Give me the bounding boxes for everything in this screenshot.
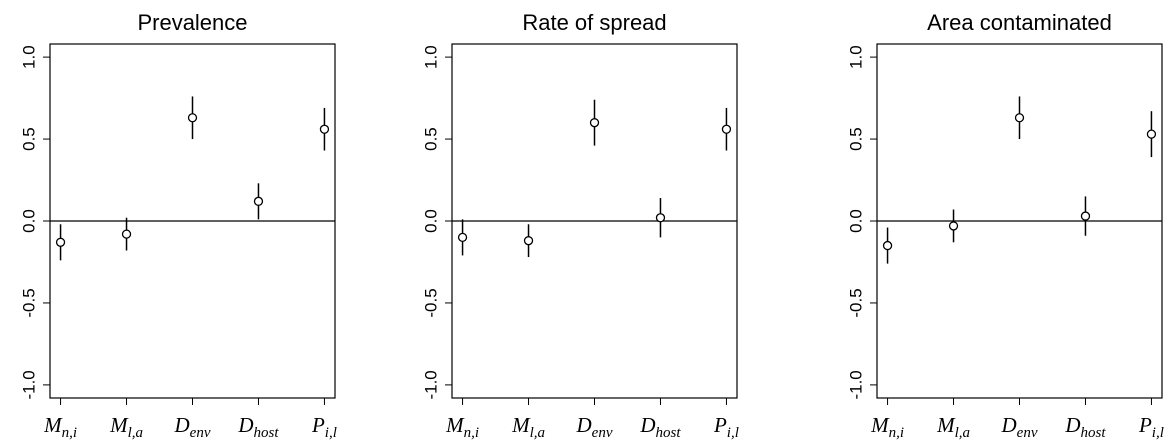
y-tick-label: 1.0 [846,45,865,69]
x-tick-label: Pi,l [713,413,739,441]
label-symbol: D [1001,413,1017,437]
y-tick-label: 1.0 [421,45,440,69]
label-subscript: n,i [464,425,479,441]
label-symbol: M [936,413,956,437]
y-tick-label: 0.5 [846,127,865,151]
label-symbol: P [713,413,727,437]
label-subscript: i,l [1152,425,1164,441]
point [55,237,66,247]
label-subscript: l,a [955,425,970,441]
point [882,240,893,251]
y-tick-label: 0.0 [421,209,440,233]
x-tick-label: Pi,l [311,413,337,441]
x-tick-label: Denv [1001,413,1038,441]
label-subscript: l,a [128,425,143,441]
label-subscript: host [1081,425,1107,441]
label-symbol: D [639,413,655,437]
point [721,124,732,134]
y-tick-label: 1.0 [19,45,38,69]
point [1146,129,1157,139]
label-symbol: P [1138,413,1152,437]
point [523,236,534,246]
y-tick-label: 0.5 [421,127,440,151]
point [948,221,959,231]
point [121,229,132,239]
label-subscript: env [592,425,613,441]
point [1080,211,1091,221]
y-tick-label: -0.5 [846,288,865,317]
point [1014,113,1025,123]
x-tick-label: Pi,l [1138,413,1164,441]
x-tick-label: Denv [576,413,613,441]
chart-title: Area contaminated [927,10,1112,35]
label-subscript: i,l [727,425,739,441]
chart-title: Prevalence [137,10,247,35]
label-subscript: host [254,425,280,441]
label-symbol: D [576,413,592,437]
y-tick-label: -1.0 [421,370,440,399]
x-tick-label: Ml,a [511,413,545,441]
label-symbol: D [1064,413,1080,437]
point [457,232,468,243]
label-subscript: n,i [889,425,904,441]
y-tick-label: -1.0 [19,370,38,399]
label-symbol: D [174,413,190,437]
y-tick-label: -0.5 [421,288,440,317]
label-symbol: M [445,413,465,437]
label-subscript: n,i [62,425,77,441]
label-symbol: M [109,413,129,437]
chart-title: Rate of spread [522,10,666,35]
label-symbol: M [43,413,63,437]
point [187,113,198,123]
y-tick-label: -1.0 [846,370,865,399]
x-tick-label: Ml,a [109,413,143,441]
y-tick-label: 0.5 [19,127,38,151]
label-symbol: P [311,413,325,437]
label-subscript: l,a [530,425,545,441]
x-tick-label: Dhost [639,413,681,441]
point [589,118,600,128]
point [655,213,666,223]
x-tick-label: Mn,i [445,413,479,441]
label-symbol: M [870,413,890,437]
point [319,124,330,134]
x-tick-label: Denv [174,413,211,441]
label-subscript: host [656,425,682,441]
x-tick-label: Dhost [237,413,279,441]
x-tick-label: Ml,a [936,413,970,441]
y-tick-label: -0.5 [19,288,38,317]
label-subscript: env [190,425,211,441]
x-tick-label: Dhost [1064,413,1106,441]
point [253,196,264,206]
label-symbol: D [237,413,253,437]
x-tick-label: Mn,i [870,413,904,441]
x-tick-label: Mn,i [43,413,77,441]
y-tick-label: 0.0 [846,209,865,233]
label-symbol: M [511,413,531,437]
label-subscript: env [1017,425,1038,441]
y-tick-label: 0.0 [19,209,38,233]
label-subscript: i,l [325,425,337,441]
